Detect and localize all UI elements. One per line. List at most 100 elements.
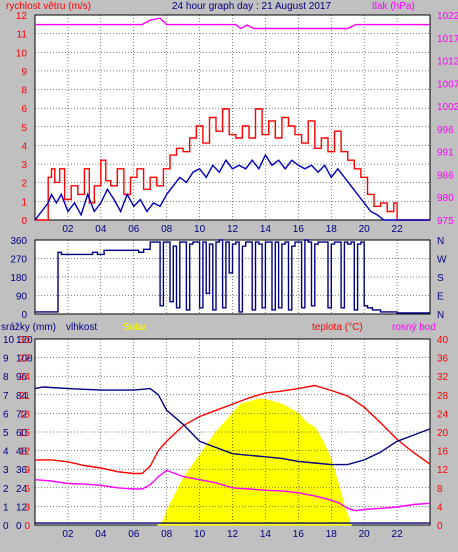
pressure-axis-title: tlak (hPa)	[372, 1, 415, 12]
hour-x-tick: 02	[62, 224, 74, 235]
temperature-line	[35, 384, 431, 475]
legend-solar: Solar	[123, 322, 147, 333]
hour-x-tick: 12	[227, 529, 239, 540]
hour-x-tick: 16	[293, 224, 305, 235]
hour-x-tick: 08	[161, 529, 173, 540]
humidity-y-tick: 36	[16, 465, 28, 476]
rain-y-tick: 7	[3, 391, 9, 402]
rain-y-tick: 2	[3, 484, 9, 495]
pressure-y-tick: 1012	[437, 57, 458, 68]
wind-average-line	[34, 153, 430, 221]
wind-y-tick: 4	[21, 141, 27, 152]
hour-x-tick: 02	[62, 529, 74, 540]
temperature-y-tick: 15	[19, 428, 31, 439]
rain-y-tick: 3	[3, 465, 9, 476]
rain-y-tick: 4	[3, 447, 9, 458]
direction-y-tick: 0	[21, 310, 27, 321]
legend-rain: srážky (mm)	[1, 322, 56, 333]
direction-y-tick: 90	[16, 292, 28, 303]
right-y-tick: 16	[437, 447, 449, 458]
pressure-y-tick: 986	[437, 170, 454, 181]
pressure-y-tick: 991	[437, 148, 454, 159]
compass-y-tick: S	[437, 273, 444, 284]
rain-y-tick: 1	[3, 502, 9, 513]
wind-y-tick: 9	[21, 67, 27, 78]
humidity-y-tick: 120	[16, 335, 33, 346]
hour-x-tick: 06	[128, 529, 140, 540]
direction-series	[35, 239, 430, 314]
hour-x-tick: 20	[359, 529, 371, 540]
rain-y-tick: 10	[3, 335, 15, 346]
rain-y-tick: 8	[3, 372, 9, 383]
hour-x-tick: 06	[128, 224, 140, 235]
right-y-tick: 40	[437, 335, 449, 346]
legend-temperature: teplota (°C)	[312, 322, 363, 333]
humidity-y-tick: 48	[16, 447, 28, 458]
right-y-tick: 8	[437, 484, 443, 495]
right-y-tick: 36	[437, 354, 449, 365]
pressure-y-tick: 996	[437, 125, 454, 136]
wind-y-tick: 0	[21, 216, 27, 227]
pressure-y-tick: 1017	[437, 34, 458, 45]
wind-grid	[35, 15, 430, 220]
wind-direction-line	[35, 239, 430, 314]
temperature-y-tick: 30	[19, 335, 31, 346]
wind-y-tick: 11	[17, 30, 28, 41]
humidity-y-tick: 60	[16, 428, 28, 439]
temperature-y-tick: 9	[24, 465, 30, 476]
hour-x-tick: 14	[260, 224, 272, 235]
weather-series	[34, 384, 431, 524]
pressure-y-tick: 1002	[437, 102, 458, 113]
direction-y-tick: 360	[10, 236, 27, 247]
right-y-tick: 28	[437, 391, 449, 402]
wind-y-tick: 1	[21, 197, 27, 208]
humidity-y-tick: 72	[16, 409, 28, 420]
compass-y-tick: E	[437, 292, 444, 303]
direction-y-tick: 270	[10, 255, 27, 266]
humidity-line	[34, 386, 431, 466]
pressure-y-tick: 1007	[437, 79, 458, 90]
rain-y-tick: 5	[3, 428, 9, 439]
direction-y-tick: 180	[10, 273, 27, 284]
hour-x-tick: 20	[359, 224, 371, 235]
humidity-y-tick: 24	[16, 484, 28, 495]
pressure-y-tick: 980	[437, 193, 454, 204]
temperature-y-tick: 12	[19, 447, 31, 458]
right-y-tick: 4	[437, 502, 443, 513]
humidity-y-tick: 84	[16, 391, 28, 402]
weather-grid	[35, 339, 430, 525]
dewpoint-line	[34, 469, 431, 512]
wind-y-tick: 6	[21, 104, 27, 115]
temperature-y-tick: 0	[24, 521, 30, 532]
hour-x-tick: 10	[194, 224, 206, 235]
hour-x-tick: 04	[95, 529, 107, 540]
rain-y-tick: 6	[3, 409, 9, 420]
hour-x-tick: 22	[392, 224, 404, 235]
wind-y-tick: 2	[21, 179, 27, 190]
humidity-y-tick: 96	[16, 372, 28, 383]
hour-x-tick: 12	[227, 224, 239, 235]
right-y-tick: 12	[437, 465, 449, 476]
compass-y-tick: N	[437, 236, 444, 247]
wind-y-tick: 8	[21, 86, 27, 97]
temperature-y-tick: 6	[24, 484, 30, 495]
wind-speed-axis-title: rychlost větru (m/s)	[6, 1, 91, 12]
wind-gust-line	[35, 108, 430, 221]
rain-y-tick: 9	[3, 354, 9, 365]
hour-x-tick: 10	[194, 529, 206, 540]
temperature-y-tick: 21	[19, 391, 31, 402]
chart-title: 24 hour graph day : 21 August 2017	[172, 1, 331, 12]
hour-x-tick: 08	[161, 224, 173, 235]
pressure-y-tick: 975	[437, 216, 454, 227]
temperature-y-tick: 24	[19, 372, 31, 383]
legend-dewpoint: rosný bod	[392, 322, 436, 333]
hour-x-tick: 04	[95, 224, 107, 235]
hour-x-tick: 22	[392, 529, 404, 540]
hour-x-tick: 18	[326, 224, 338, 235]
right-y-tick: 20	[437, 428, 449, 439]
hour-x-tick: 14	[260, 529, 272, 540]
